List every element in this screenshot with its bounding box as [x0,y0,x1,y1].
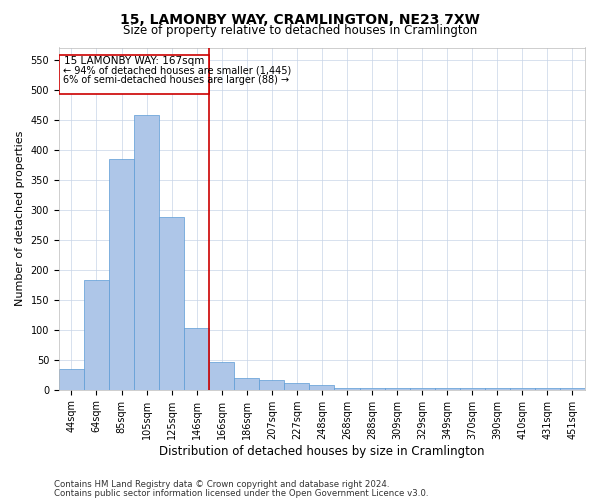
Bar [510,388,535,390]
Bar [159,217,184,390]
Text: 6% of semi-detached houses are larger (88) →: 6% of semi-detached houses are larger (8… [62,75,289,85]
Bar [84,280,109,390]
Bar [184,328,209,390]
Bar [434,388,460,390]
Bar [59,54,209,94]
Bar [234,378,259,390]
X-axis label: Distribution of detached houses by size in Cramlington: Distribution of detached houses by size … [159,444,485,458]
Text: Contains HM Land Registry data © Crown copyright and database right 2024.: Contains HM Land Registry data © Crown c… [54,480,389,489]
Bar [209,362,234,390]
Bar [134,116,159,390]
Bar [109,158,134,390]
Bar [410,388,434,390]
Bar [460,388,485,390]
Bar [284,382,310,390]
Bar [259,380,284,390]
Bar [310,385,334,390]
Bar [59,368,84,390]
Bar [535,388,560,390]
Text: Contains public sector information licensed under the Open Government Licence v3: Contains public sector information licen… [54,489,428,498]
Text: ← 94% of detached houses are smaller (1,445): ← 94% of detached houses are smaller (1,… [62,66,291,76]
Text: 15, LAMONBY WAY, CRAMLINGTON, NE23 7XW: 15, LAMONBY WAY, CRAMLINGTON, NE23 7XW [120,12,480,26]
Text: Size of property relative to detached houses in Cramlington: Size of property relative to detached ho… [123,24,477,37]
Bar [385,388,410,390]
Bar [334,388,359,390]
Bar [359,388,385,390]
Bar [560,388,585,390]
Y-axis label: Number of detached properties: Number of detached properties [15,131,25,306]
Text: 15 LAMONBY WAY: 167sqm: 15 LAMONBY WAY: 167sqm [64,56,204,66]
Bar [485,388,510,390]
